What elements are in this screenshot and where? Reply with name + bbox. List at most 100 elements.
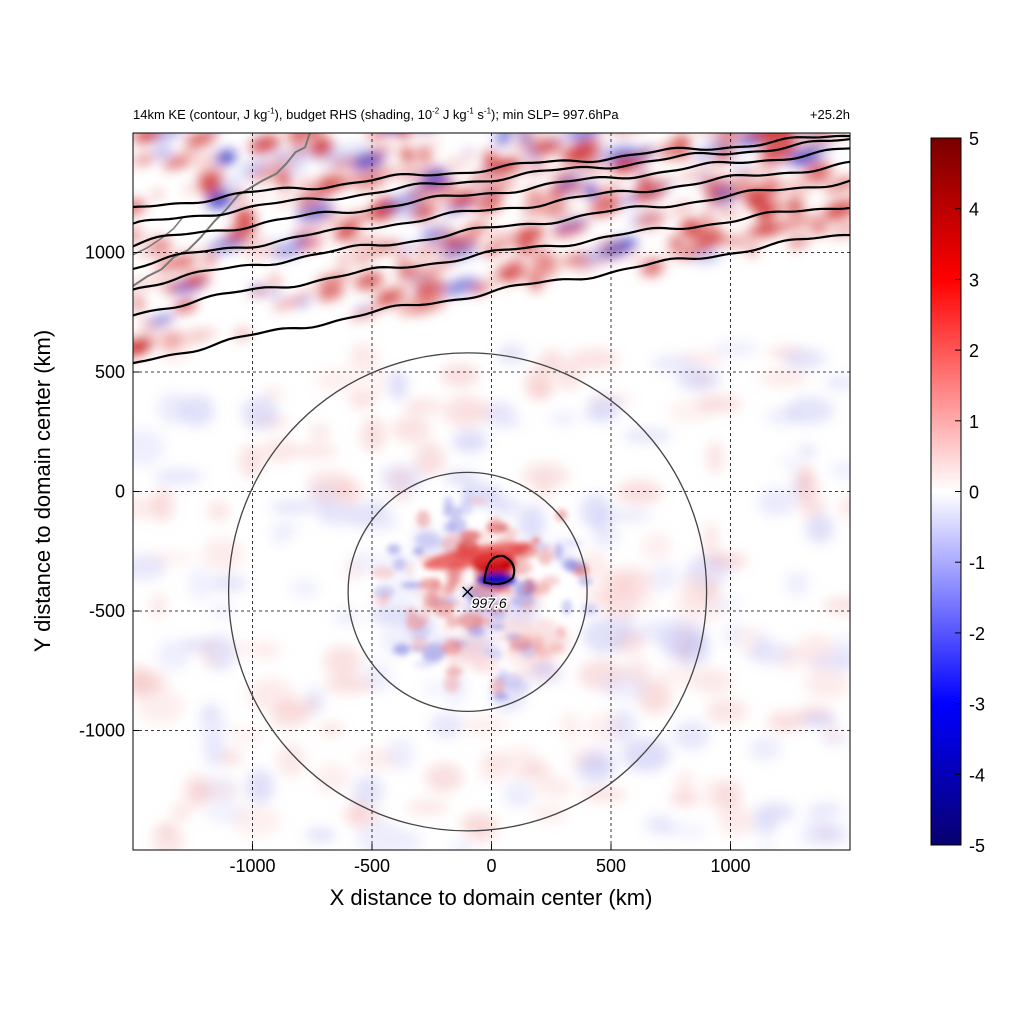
shading-cell (341, 809, 386, 822)
shading-cell (356, 820, 405, 850)
storm-shading-cell (554, 542, 563, 561)
shading-cell (133, 670, 168, 695)
shading-cell (370, 604, 417, 627)
storm-shading-cell (448, 533, 460, 545)
shading-cell (396, 253, 408, 263)
shading-cell (354, 178, 385, 191)
shading-cell (713, 341, 759, 357)
x-axis-label: X distance to domain center (km) (330, 885, 653, 910)
shading-cell (508, 257, 520, 270)
colorbar-tick-label: -2 (969, 624, 985, 644)
shading-cell (270, 500, 316, 514)
colorbar-tick-label: 4 (969, 200, 979, 220)
shading-cell (354, 254, 371, 263)
shading-cell (462, 715, 507, 735)
shading-cell (757, 487, 796, 517)
shading-cell (627, 597, 658, 610)
shading-cell (773, 109, 805, 126)
storm-shading-cell (457, 575, 467, 590)
shading-cell (375, 197, 392, 207)
coastline-path (133, 216, 184, 256)
colorbar-tick-label: -4 (969, 765, 985, 785)
storm-center-marker (462, 586, 474, 598)
shading-cell (448, 249, 480, 262)
shading-cell (804, 667, 850, 699)
shading-cell (701, 176, 728, 191)
shading-cell (791, 104, 809, 124)
shading-cell (396, 281, 409, 297)
shading-cell (576, 754, 614, 783)
shading-cell (253, 192, 266, 202)
shading-cell (214, 150, 237, 165)
shading-cell (657, 662, 699, 689)
shading-cell (726, 168, 762, 187)
storm-shading-cell (564, 539, 584, 546)
shading-cell (687, 224, 720, 242)
shading-cell (366, 146, 395, 157)
shading-cell (396, 203, 426, 222)
shading-cell (410, 264, 441, 283)
shading-cell (778, 645, 801, 672)
shading-cell (335, 255, 354, 264)
shading-cell (247, 247, 282, 261)
x-tick-label: -500 (354, 856, 390, 876)
shading-cell (135, 342, 151, 350)
shading-cell (720, 207, 733, 217)
storm-shading-cell (410, 636, 428, 651)
shading-cell (839, 494, 850, 519)
shading-cell (558, 712, 582, 741)
storm-shading-cell (503, 527, 518, 540)
y-axis-label: Y distance to domain center (km) (30, 330, 55, 652)
storm-shading-cell (416, 510, 431, 528)
shading-cell (568, 348, 619, 371)
shading-cell (395, 133, 414, 139)
shading-cell (141, 320, 152, 329)
ke-contour-line (133, 206, 850, 317)
shading-cell (832, 635, 850, 671)
shading-cell (718, 805, 754, 836)
colorbar-tick-label: -1 (969, 553, 985, 573)
shading-cell (701, 778, 725, 812)
y-tick-label: -1000 (79, 721, 125, 741)
storm-shading-cell (536, 618, 555, 629)
shading-cell (623, 194, 636, 207)
storm-shading-cell (573, 564, 590, 577)
shading-cell (342, 211, 373, 225)
ke-contour-line (133, 179, 850, 291)
shading-cell (645, 815, 675, 835)
shading-cell (329, 158, 359, 169)
shading-cell (314, 368, 365, 392)
shading-cell (669, 236, 683, 249)
shading-cell (291, 445, 340, 458)
storm-shading-cell (578, 577, 593, 586)
shading-cell (780, 455, 799, 471)
shading-cell (676, 366, 721, 392)
coastline-path (133, 133, 311, 287)
shading-cell (706, 440, 725, 475)
shading-cell (133, 153, 156, 167)
shading-cell (343, 172, 371, 184)
shading-cell (276, 697, 320, 716)
shading-cell (495, 133, 511, 146)
shading-cell (313, 763, 351, 793)
shading-cell (249, 135, 281, 154)
shading-cell (182, 145, 201, 156)
shading-cell (286, 133, 314, 142)
colorbar-tick-label: 2 (969, 341, 979, 361)
shading-cell (323, 645, 362, 678)
shading-cell (210, 604, 234, 618)
shading-cell (650, 563, 678, 592)
shading-cell (816, 820, 849, 840)
y-tick-label: 1000 (85, 243, 125, 263)
shading-cell (295, 297, 311, 307)
shading-cell (151, 190, 164, 198)
x-tick-label: 500 (596, 856, 626, 876)
shading-cell (536, 470, 553, 503)
storm-shading-cell (405, 561, 415, 578)
shading-cell (701, 211, 713, 221)
shading-cell (823, 374, 850, 391)
shading-cell (504, 121, 520, 133)
shading-cell (742, 113, 772, 135)
shading-cell (535, 776, 574, 798)
